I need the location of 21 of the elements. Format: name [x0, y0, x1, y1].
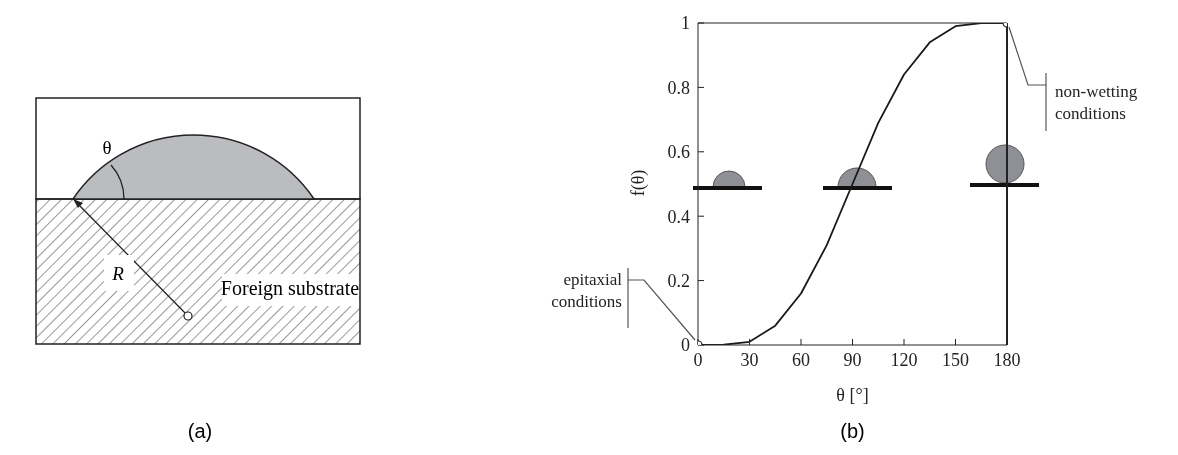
y-tick-label: 0.8 — [667, 77, 690, 98]
y-tick-label: 0.4 — [667, 206, 690, 227]
text: R — [111, 263, 125, 285]
text: θ — [102, 137, 112, 159]
x-tick-label: 150 — [942, 349, 969, 370]
annotation: non-wetting conditions — [1055, 82, 1138, 123]
y-axis-title: f(θ) — [628, 169, 650, 197]
text: Foreign substrate — [220, 276, 360, 300]
x-tick-label: 180 — [993, 349, 1021, 370]
y-tick-label: 0.6 — [667, 142, 690, 163]
text: (a) — [187, 420, 213, 443]
annotation: epitaxial conditions — [551, 270, 623, 311]
x-tick-label: 90 — [843, 349, 862, 370]
x-tick-label: 30 — [740, 349, 759, 370]
y-tick-label: 1 — [681, 13, 690, 34]
x-axis-title: θ [°] — [836, 385, 869, 406]
x-tick-label: 60 — [792, 349, 810, 370]
y-tick-label: 0.2 — [667, 270, 690, 291]
x-tick-label: 120 — [890, 349, 918, 370]
y-tick-label: 0 — [681, 335, 690, 356]
text: (b) — [840, 420, 865, 443]
